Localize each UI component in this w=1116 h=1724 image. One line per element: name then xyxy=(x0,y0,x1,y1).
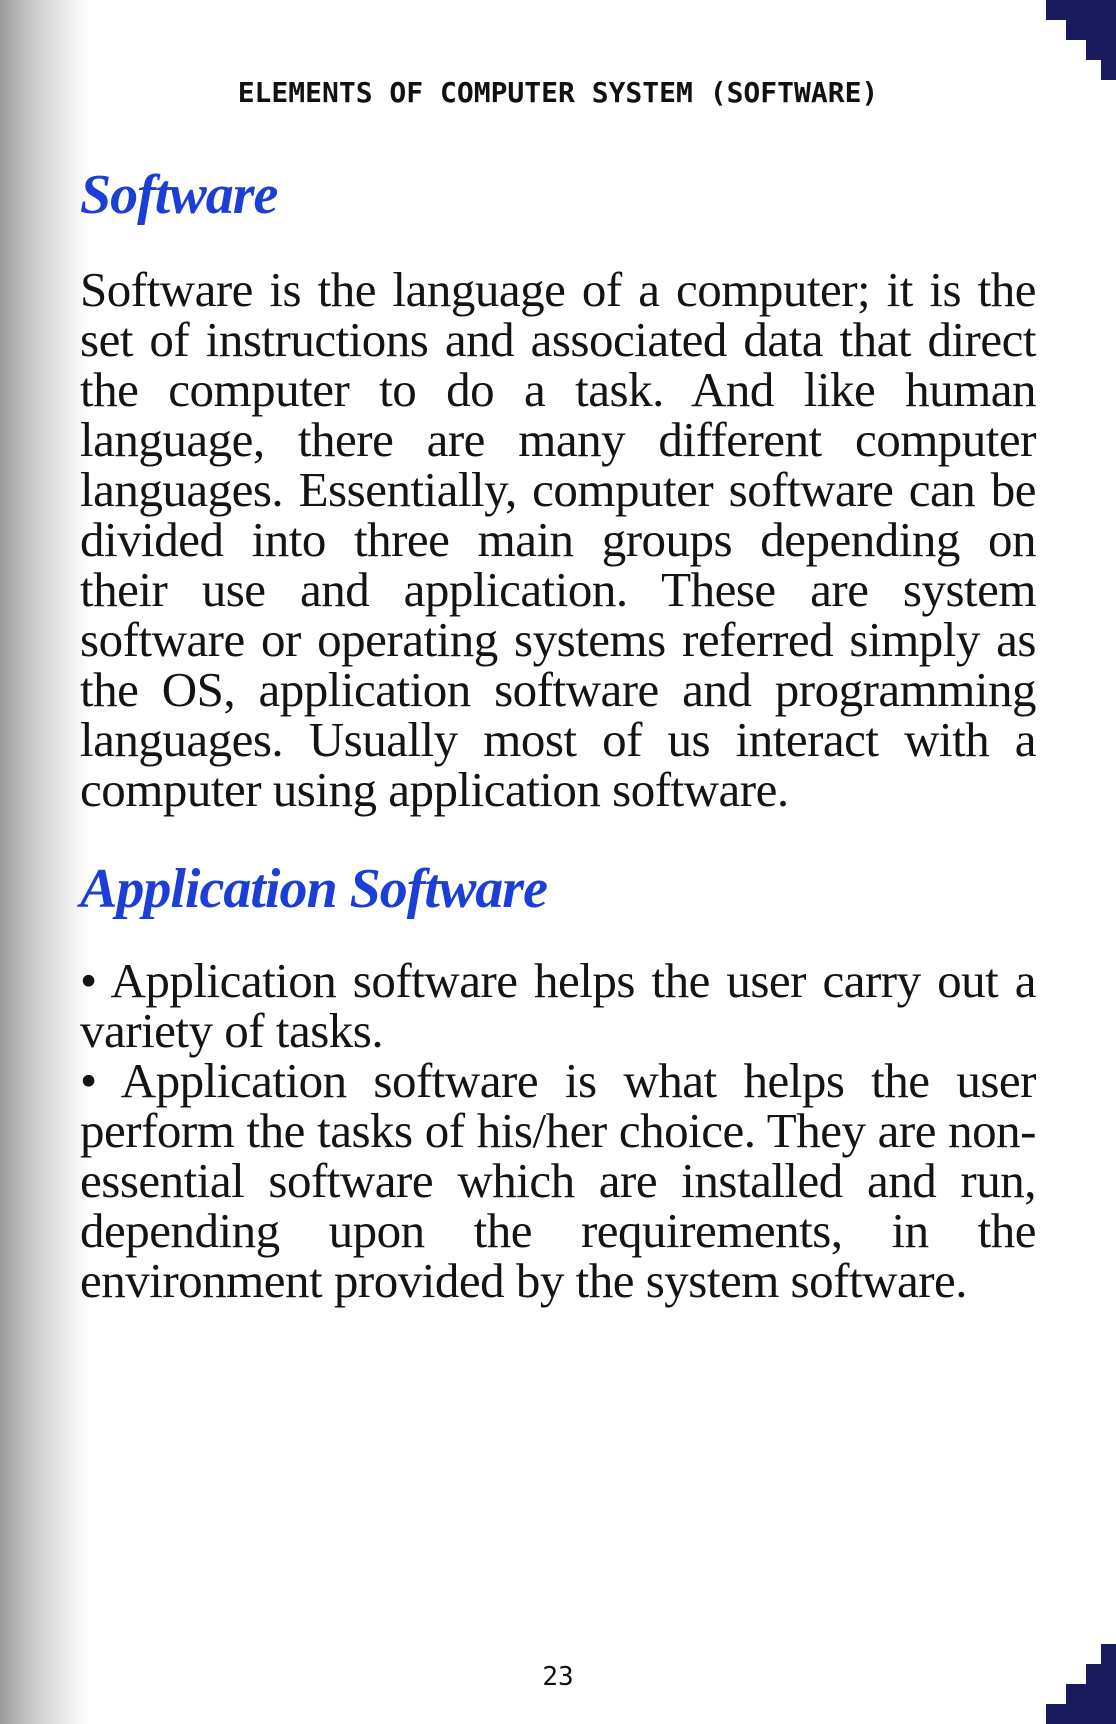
section-heading-application-software: Application Software xyxy=(80,857,548,920)
bullet-item: • Application software helps the user ca… xyxy=(80,953,1037,1059)
corner-pixel-decoration-top xyxy=(1046,0,1116,80)
corner-pixel-decoration-bottom xyxy=(1046,1644,1116,1724)
page-spine-shadow xyxy=(0,0,90,1724)
software-paragraph: Software is the language of a computer; … xyxy=(80,261,1037,817)
bullet-item: • Application software is what helps the… xyxy=(80,1053,1037,1309)
page-content: Software Software is the language of a c… xyxy=(80,164,1037,1309)
page-number: 23 xyxy=(542,1662,574,1692)
application-software-bullets: • Application software helps the user ca… xyxy=(80,953,1037,1309)
running-header: ELEMENTS OF COMPUTER SYSTEM (SOFTWARE) xyxy=(237,76,879,109)
section-heading-software: Software xyxy=(80,164,278,226)
